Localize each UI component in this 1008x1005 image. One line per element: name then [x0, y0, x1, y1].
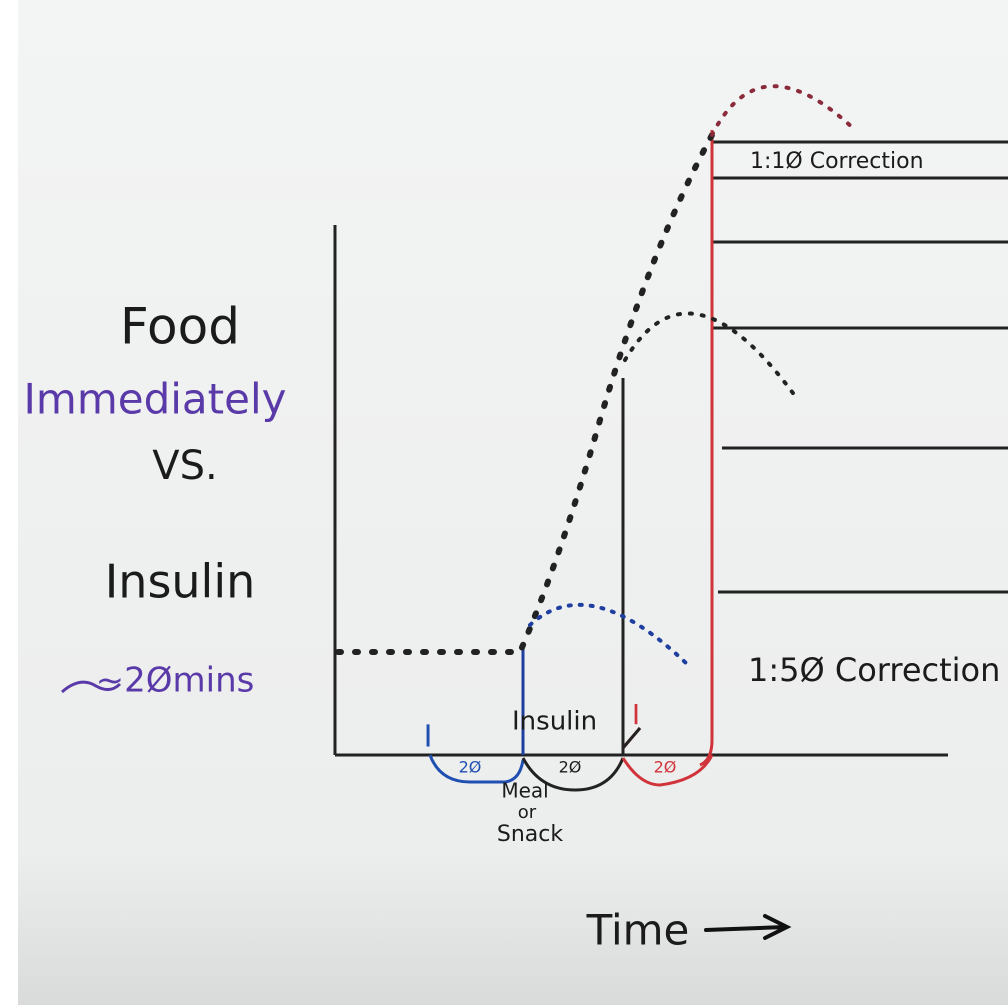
insulin-label: Insulin	[512, 707, 597, 737]
heading-immediately: Immediately	[24, 375, 287, 424]
or: or	[518, 802, 537, 823]
lower-correction: 1:5Ø Correction	[748, 651, 1000, 689]
heading-vs: VS.	[152, 443, 217, 489]
blue-marker: I	[424, 720, 433, 755]
time-label: Time	[586, 906, 690, 955]
upper-correction: 1:1Ø Correction	[750, 149, 924, 174]
diagram: Food Immediately VS. Insulin ~2Ømins 1:1…	[0, 0, 1008, 1005]
heading-insulin: Insulin	[105, 555, 256, 609]
page: Food Immediately VS. Insulin ~2Ømins 1:1…	[0, 0, 1008, 1005]
meal: Meal	[501, 779, 548, 803]
red-marker: I	[632, 698, 640, 731]
heading-food: Food	[120, 298, 240, 356]
black-interval: 2Ø	[559, 758, 582, 777]
margin	[0, 0, 18, 1005]
snack: Snack	[497, 822, 563, 847]
red-interval: 2Ø	[654, 758, 677, 777]
heading-time: ~2Ømins	[96, 661, 255, 701]
blue-interval: 2Ø	[459, 758, 482, 777]
